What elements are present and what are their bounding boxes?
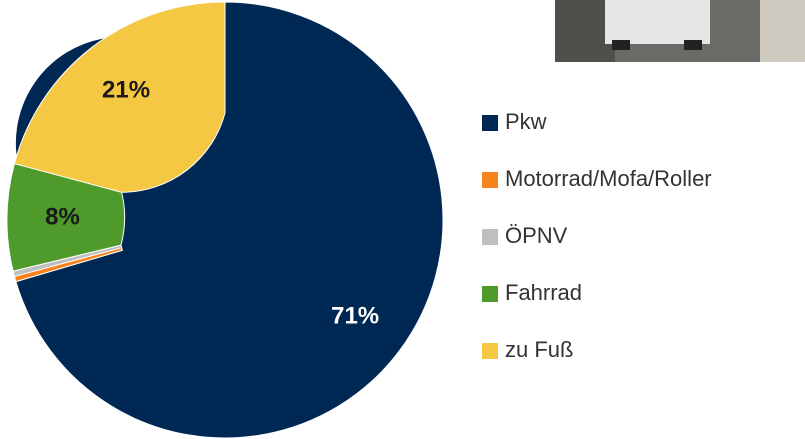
legend-swatch xyxy=(482,286,498,302)
photo-wheel xyxy=(612,40,630,50)
legend-swatch xyxy=(482,115,498,131)
photo-van xyxy=(605,0,710,44)
legend-swatch xyxy=(482,343,498,359)
legend-swatch xyxy=(482,172,498,188)
legend-text: ÖPNV xyxy=(505,223,568,248)
legend-text: Motorrad/Mofa/Roller xyxy=(505,166,712,191)
chart: 71% 8% 21% Pkw Motorrad/Mofa/Roller ÖPNV Fahrr… xyxy=(0,0,805,439)
legend-text: zu Fuß xyxy=(505,337,573,362)
value-label: 71% xyxy=(331,303,379,330)
photo-house xyxy=(760,0,805,62)
page: 71% 8% 21% Pkw Motorrad/Mofa/Roller ÖPNV Fahrr… xyxy=(0,0,805,439)
legend-swatch xyxy=(482,229,498,245)
value-label: 21% xyxy=(102,76,150,103)
photo xyxy=(555,0,805,62)
value-label: 8% xyxy=(45,203,80,230)
legend-text: Fahrrad xyxy=(505,280,582,305)
legend-text: Pkw xyxy=(505,109,547,134)
photo-wheel xyxy=(684,40,702,50)
